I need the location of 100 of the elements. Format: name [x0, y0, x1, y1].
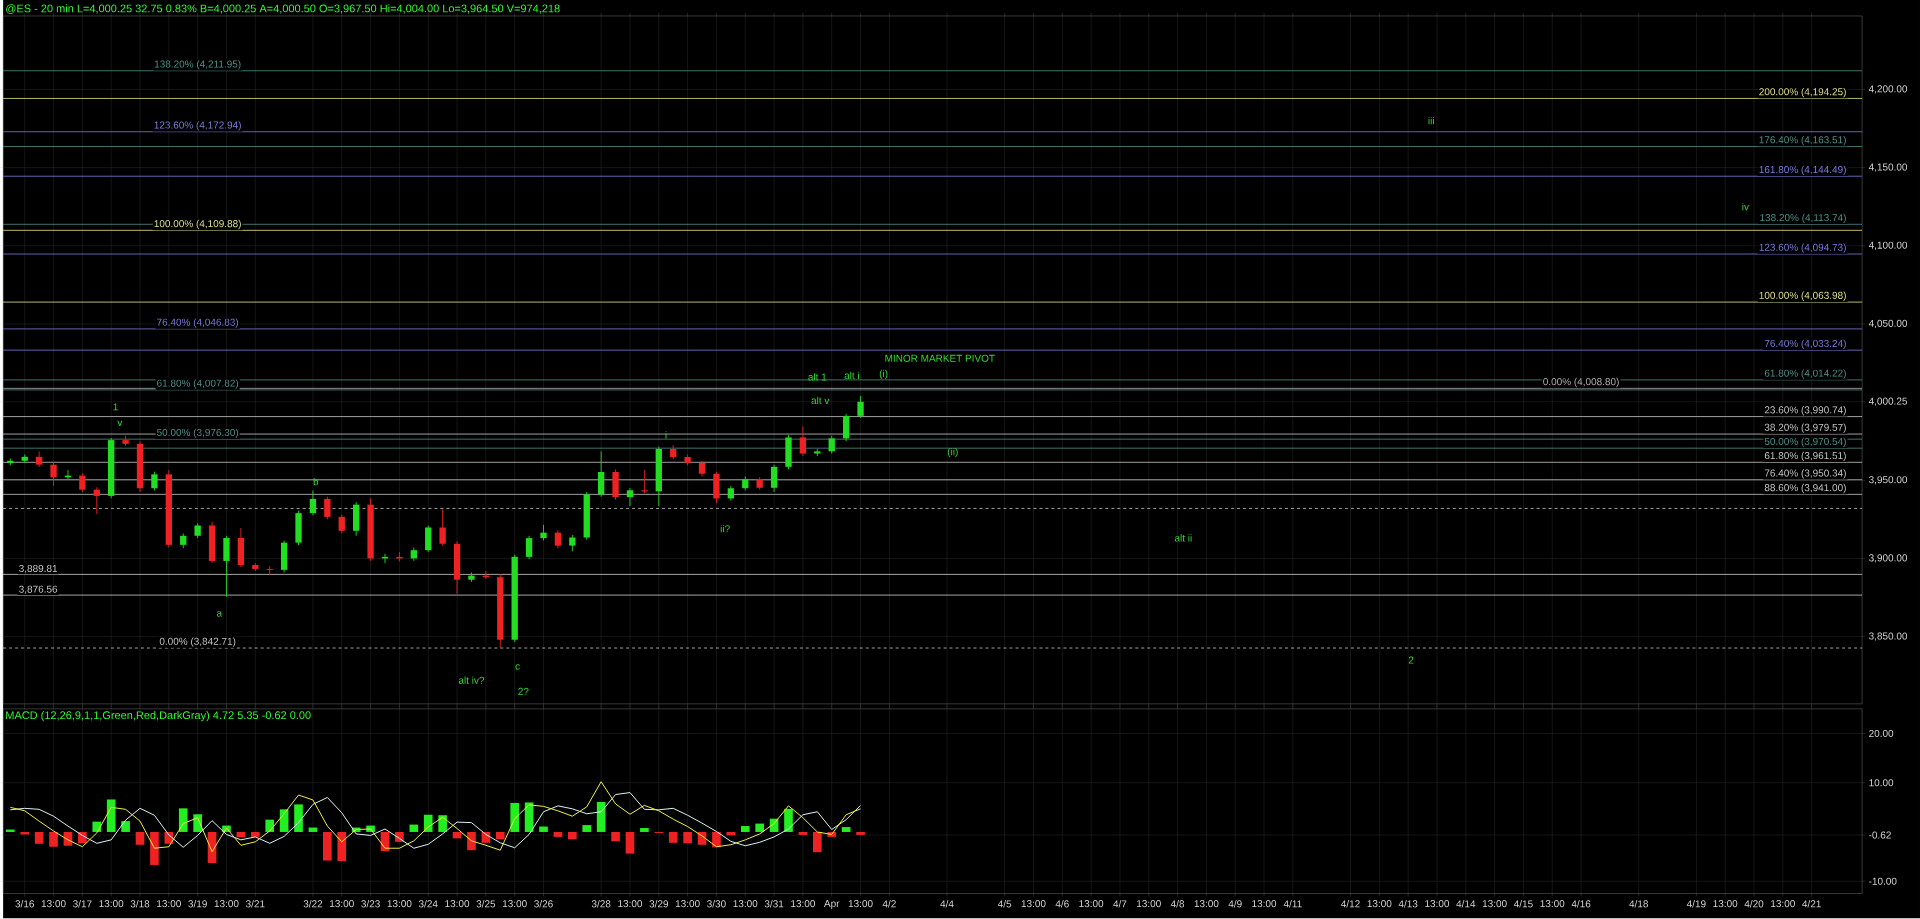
- bar: [582, 825, 592, 833]
- x-tick-label: 4/8: [1170, 900, 1185, 908]
- candlestick: [842, 413, 850, 442]
- annotation: iii: [1428, 117, 1434, 125]
- x-tick-label: 13:00: [214, 900, 239, 908]
- x-tick-label: 4/20: [1744, 900, 1764, 908]
- x-tick-label: 13:00: [1079, 900, 1104, 908]
- x-tick-label: 13:00: [848, 900, 873, 908]
- annotation: 61.80% (4,007.82): [157, 379, 239, 389]
- bar: [178, 808, 188, 833]
- candlestick: [597, 451, 605, 498]
- x-tick-label: 13:00: [1713, 900, 1738, 908]
- bar: [640, 828, 649, 833]
- candlestick: [857, 395, 864, 419]
- candlestick: [266, 566, 273, 576]
- annotation: 3,889.81: [19, 565, 58, 574]
- annotation: (ii): [947, 448, 958, 458]
- x-tick-label: 13:00: [99, 900, 124, 908]
- y-tick-label: 10.00: [1869, 779, 1894, 787]
- x-tick-label: 4/19: [1686, 900, 1706, 908]
- annotation: 161.80% (4,144.49): [1759, 165, 1846, 176]
- candlestick: [770, 464, 778, 493]
- x-tick-label: 13:00: [1252, 900, 1277, 908]
- annotation: alt v: [811, 396, 830, 405]
- annotation: 138.20% (4,211.95): [154, 60, 241, 70]
- bar: [841, 827, 851, 833]
- bar: [625, 832, 635, 854]
- x-tick-label: 13:00: [1021, 900, 1046, 908]
- y-tick-label: 20.00: [1869, 730, 1894, 738]
- x-tick-label: 3/28: [591, 900, 611, 908]
- line-series: [9, 781, 862, 853]
- annotation: 61.80% (4,014.22): [1764, 369, 1846, 379]
- x-tick-label: 3/26: [534, 900, 553, 908]
- annotation: alt iv?: [458, 676, 485, 685]
- x-tick-label: 13:00: [41, 900, 66, 908]
- y-tick-label: 3,950.00: [1868, 476, 1908, 485]
- bar: [568, 832, 577, 840]
- x-tick-label: 13:00: [1137, 900, 1161, 908]
- bar: [510, 803, 520, 833]
- annotation: 76.40% (4,033.24): [1764, 339, 1846, 350]
- x-tick-label: 4/12: [1341, 900, 1360, 908]
- annotation: 3,876.56: [19, 585, 58, 595]
- annotation: 123.60% (4,094.73): [1759, 243, 1846, 254]
- candlestick: [223, 535, 230, 598]
- annotation: v: [117, 420, 123, 427]
- bar: [409, 824, 419, 833]
- x-tick-label: 4/14: [1456, 900, 1476, 908]
- annotation: 88.60% (3,941.00): [1764, 484, 1846, 494]
- candlestick: [151, 471, 158, 492]
- annotation: 138.20% (4,113.74): [1760, 214, 1846, 224]
- annotation: 100.00% (4,109.88): [154, 220, 241, 230]
- annotation: 0.00% (4,008.80): [1543, 378, 1619, 388]
- y-tick-label: 3,900.00: [1868, 554, 1908, 563]
- annotation: 123.60% (4,172.94): [154, 121, 241, 131]
- x-tick-label: 13:00: [330, 900, 354, 908]
- bar: [812, 832, 822, 853]
- y-tick-label: 4,100.00: [1868, 241, 1908, 251]
- x-tick-label: 3/23: [361, 900, 380, 908]
- x-tick-label: 3/19: [188, 900, 207, 908]
- annotation: 2?: [518, 688, 529, 696]
- x-tick-label: 13:00: [791, 900, 816, 908]
- annotation: alt 1: [808, 373, 827, 381]
- x-tick-label: 13:00: [675, 900, 700, 908]
- x-tick-label: 3/18: [130, 900, 150, 908]
- annotation: i: [665, 431, 667, 439]
- annotation: c: [515, 664, 520, 671]
- candlestick: [799, 426, 807, 457]
- y-tick-label: 3,850.00: [1868, 632, 1908, 641]
- bar: [34, 832, 44, 845]
- x-tick-label: 4/13: [1398, 900, 1418, 908]
- x-tick-label: 4/4: [940, 900, 954, 908]
- chart-title: MACD (12,26,9,1,1,Green,Red,DarkGray) 4.72 5.35 -0.62 0.00: [6, 711, 311, 722]
- candlestick: [50, 462, 57, 487]
- bar: [106, 799, 116, 833]
- x-tick-label: 3/31: [764, 900, 784, 908]
- x-tick-label: 13:00: [618, 900, 643, 908]
- annotation: 1: [113, 403, 118, 411]
- annotation: b: [313, 478, 319, 486]
- x-tick-label: 3/30: [707, 900, 726, 908]
- x-tick-label: 13:00: [1482, 900, 1507, 908]
- x-tick-label: 3/24: [418, 900, 438, 908]
- annotation: 50.00% (3,970.54): [1764, 437, 1846, 448]
- x-tick-label: 13:00: [445, 900, 470, 908]
- x-tick-label: 4/6: [1055, 900, 1069, 908]
- y-tick-label: 4,150.00: [1868, 163, 1908, 172]
- x-tick-label: 4/11: [1283, 900, 1302, 908]
- y-tick-label: 4,050.00: [1868, 320, 1908, 329]
- bar: [150, 832, 159, 866]
- bar: [294, 804, 303, 833]
- annotation: 76.40% (3,950.34): [1764, 469, 1846, 479]
- x-tick-label: 13:00: [1425, 900, 1450, 908]
- annotation: alt i: [844, 371, 859, 380]
- candlestick: [309, 490, 317, 517]
- x-tick-label: 4/18: [1629, 900, 1649, 908]
- candlestick: [425, 525, 432, 553]
- annotation: (i): [879, 369, 888, 380]
- x-tick-label: 4/7: [1113, 900, 1127, 908]
- x-tick-label: 4/16: [1571, 900, 1591, 908]
- x-tick-label: 13:00: [733, 900, 758, 908]
- x-tick-label: 4/2: [882, 900, 896, 908]
